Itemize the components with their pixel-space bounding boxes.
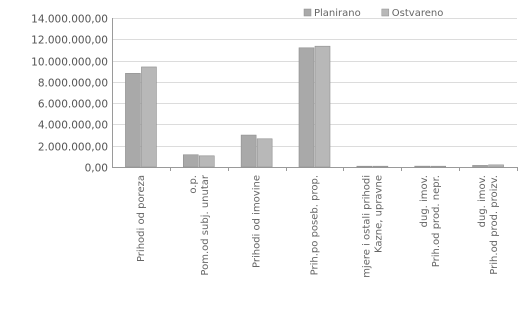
y-tick-label: 4.000.000,00 <box>38 120 108 132</box>
legend-swatch <box>303 8 312 17</box>
bar-ostvareno <box>314 45 331 168</box>
axis-layer: 0,00 2.000.000,00 4.000.000,00 6.000.000,00… <box>31 14 518 175</box>
category-label: mjere i ostali prihodi <box>361 175 372 278</box>
category-label: o.p. <box>188 175 199 194</box>
bar-layer <box>125 45 504 168</box>
bar-planirano <box>182 154 199 168</box>
bar-planirano <box>298 47 315 168</box>
bar-ostvareno <box>430 165 447 168</box>
category-label: Prih.od prod. nepr. <box>431 175 442 267</box>
bar-planirano <box>356 165 373 168</box>
y-tick-label: 8.000.000,00 <box>38 78 108 90</box>
y-tick-label: 2.000.000,00 <box>38 142 108 154</box>
bar-ostvareno <box>256 138 273 168</box>
category-label: dug. imov. <box>477 175 488 227</box>
category-label: Prih.po poseb. prop. <box>310 175 321 275</box>
bar-planirano <box>472 165 488 168</box>
legend-swatch <box>381 8 390 17</box>
y-tick-label: 10.000.000,00 <box>31 57 108 69</box>
category-label: Pom.od subj. unutar <box>200 174 211 275</box>
y-tick-label: 6.000.000,00 <box>38 99 108 111</box>
bar-planirano <box>125 73 141 168</box>
legend-label: Ostvareno <box>392 8 444 19</box>
y-tick-label: 12.000.000,00 <box>31 35 108 47</box>
category-label: Prih.od prod. proizv. <box>489 175 500 275</box>
bar-planirano <box>240 134 257 168</box>
label-layer: Prihodi od poreza Pom.od subj. unutaro.p.… <box>136 174 500 278</box>
bar-planirano <box>414 165 431 168</box>
bar-ostvareno <box>198 155 215 168</box>
legend: Planirano Ostvareno <box>303 8 444 19</box>
category-label: Prihodi od imovine <box>252 175 263 268</box>
category-label: dug. imov. <box>419 175 430 227</box>
bar-ostvareno <box>141 66 157 168</box>
y-tick-label: 0,00 <box>85 163 108 175</box>
bar-ostvareno <box>372 165 389 168</box>
category-label: Prihodi od poreza <box>136 175 147 262</box>
grid-layer <box>112 18 517 168</box>
legend-label: Planirano <box>314 8 361 19</box>
bar-ostvareno <box>488 164 504 168</box>
category-label: Kazne, upravne <box>373 175 384 253</box>
y-tick-label: 14.000.000,00 <box>31 14 108 26</box>
